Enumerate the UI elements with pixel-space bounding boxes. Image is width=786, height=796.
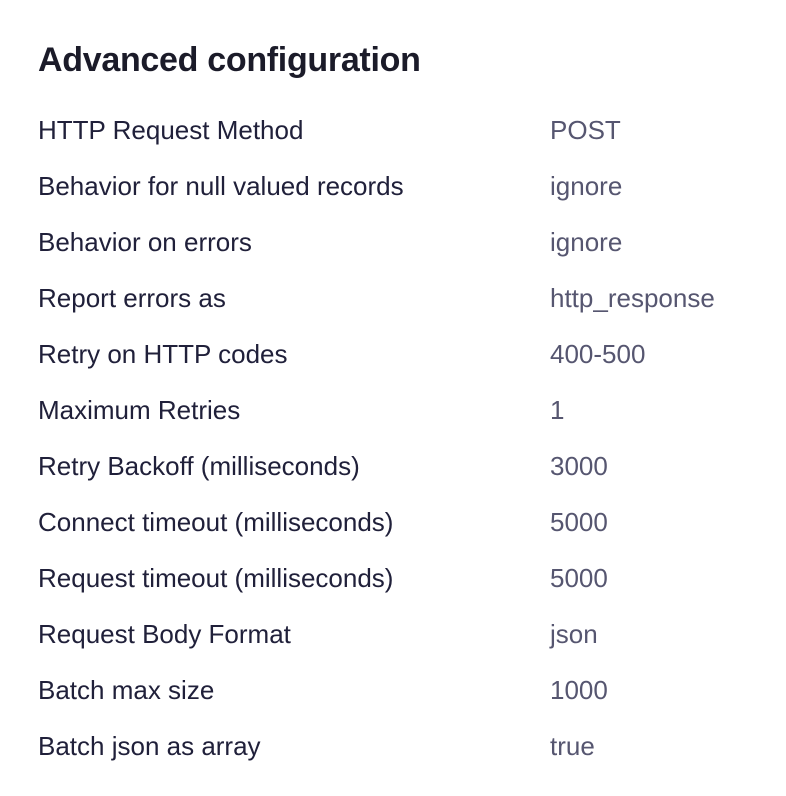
config-row: Retry on HTTP codes 400-500 bbox=[38, 326, 786, 382]
config-row: Retry Backoff (milliseconds) 3000 bbox=[38, 438, 786, 494]
config-list: HTTP Request Method POST Behavior for null… bbox=[38, 102, 786, 774]
config-value: 5000 bbox=[550, 562, 608, 593]
advanced-configuration-section: Advanced configuration HTTP Request Meth… bbox=[38, 38, 786, 774]
config-row: Behavior on errors ignore bbox=[38, 214, 786, 270]
config-row: Batch max size 1000 bbox=[38, 662, 786, 718]
config-value: http_response bbox=[550, 282, 715, 313]
config-value: POST bbox=[550, 114, 621, 145]
config-label: HTTP Request Method bbox=[38, 114, 304, 145]
config-row: Report errors as http_response bbox=[38, 270, 786, 326]
section-title: Advanced configuration bbox=[38, 41, 421, 79]
config-row: Connect timeout (milliseconds) 5000 bbox=[38, 494, 786, 550]
config-label: Behavior on errors bbox=[38, 226, 252, 257]
config-value: 1000 bbox=[550, 674, 608, 705]
config-value: json bbox=[550, 618, 598, 649]
config-value: true bbox=[550, 730, 595, 761]
config-row: Request timeout (milliseconds) 5000 bbox=[38, 550, 786, 606]
config-row: HTTP Request Method POST bbox=[38, 102, 786, 158]
config-row: Batch json as array true bbox=[38, 718, 786, 774]
config-label: Batch json as array bbox=[38, 730, 261, 761]
config-label: Behavior for null valued records bbox=[38, 170, 404, 201]
config-label: Retry Backoff (milliseconds) bbox=[38, 450, 360, 481]
config-label: Retry on HTTP codes bbox=[38, 338, 288, 369]
config-label: Request timeout (milliseconds) bbox=[38, 562, 394, 593]
config-row: Maximum Retries 1 bbox=[38, 382, 786, 438]
config-row: Behavior for null valued records ignore bbox=[38, 158, 786, 214]
config-label: Report errors as bbox=[38, 282, 226, 313]
config-label: Maximum Retries bbox=[38, 394, 241, 425]
config-value: 5000 bbox=[550, 506, 608, 537]
config-label: Batch max size bbox=[38, 674, 215, 705]
config-row: Request Body Format json bbox=[38, 606, 786, 662]
config-value: 400-500 bbox=[550, 338, 646, 369]
config-value: 1 bbox=[550, 394, 565, 425]
config-label: Connect timeout (milliseconds) bbox=[38, 506, 394, 537]
config-label: Request Body Format bbox=[38, 618, 291, 649]
config-value: 3000 bbox=[550, 450, 608, 481]
config-value: ignore bbox=[550, 226, 623, 257]
config-value: ignore bbox=[550, 170, 623, 201]
